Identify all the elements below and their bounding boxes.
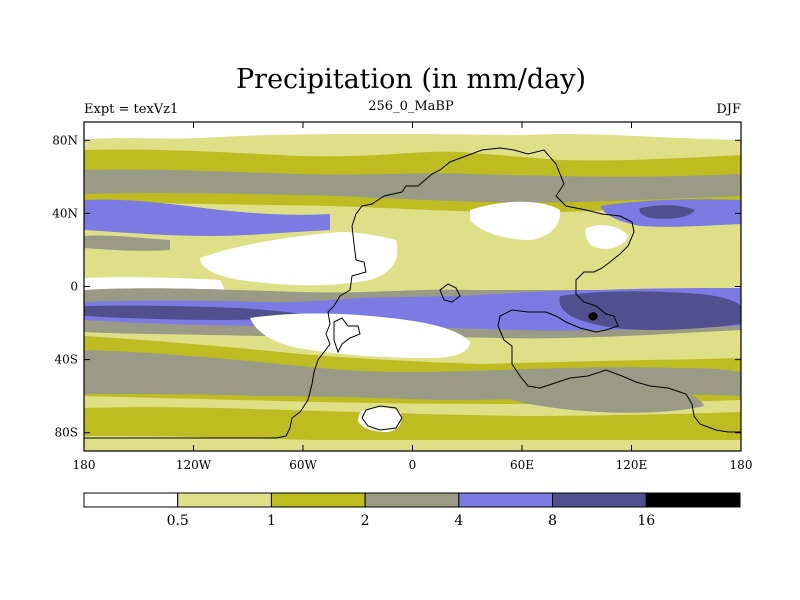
lat-tick-label: 40N (52, 206, 78, 220)
plot-title: Precipitation (in mm/day) (236, 64, 586, 95)
lat-tick-label: 40S (55, 353, 79, 367)
north-storm-track-west (84, 199, 330, 236)
lon-tick-label: 180 (730, 458, 753, 472)
antarctic-outline (361, 405, 403, 431)
continent-outline-west (84, 225, 367, 439)
colorbar-swatch (83, 492, 179, 508)
asia-dry-zone (470, 201, 561, 240)
colorbar-swatch (364, 492, 460, 508)
itcz-core-west (84, 305, 300, 320)
east-asia-dry-patch (585, 225, 628, 249)
lat-tick-label: 80N (52, 133, 78, 147)
experiment-label: Expt = texVz1 (84, 102, 178, 117)
colorbar-swatch (177, 492, 272, 508)
latitude-axis: 80N 40N 0 40S 80S (52, 133, 741, 440)
lon-tick-label: 120W (176, 458, 212, 472)
colorbar: 0.5 1 2 4 8 16 (83, 492, 741, 529)
continent-outline-east (351, 147, 741, 433)
southern-ocean-gray-patch (489, 379, 704, 413)
lon-tick-label: 60W (289, 458, 317, 472)
time-label: 256_0_MaBP (368, 99, 454, 114)
far-south-olive-band (84, 407, 741, 444)
colorbar-swatch (270, 492, 366, 508)
north-subtropical-dry-zone (200, 232, 398, 286)
north-gray-patch (84, 235, 170, 251)
max-precip-spot (588, 312, 598, 321)
colorbar-swatch (552, 492, 647, 508)
colorbar-label: 0.5 (167, 513, 189, 529)
lat-tick-label: 80S (55, 426, 79, 440)
colorbar-label: 4 (454, 513, 463, 529)
colorbar-swatch (645, 492, 741, 508)
itcz-core-east (559, 291, 741, 330)
lon-tick-label: 180 (73, 458, 96, 472)
lon-tick-label: 120E (616, 458, 648, 472)
south-subtropical-dry-zone (250, 313, 470, 358)
precipitation-field (84, 122, 741, 451)
arctic-dry-band (84, 122, 741, 140)
lon-tick-label: 60E (510, 458, 534, 472)
equatorial-island-outline (439, 283, 461, 303)
colorbar-label: 16 (637, 513, 655, 529)
colorbar-label: 2 (361, 513, 370, 529)
colorbar-label: 1 (267, 513, 276, 529)
colorbar-label: 8 (548, 513, 557, 529)
north-storm-core (639, 205, 695, 219)
lon-tick-label: 0 (409, 458, 417, 472)
lat-tick-label: 0 (70, 280, 78, 294)
longitude-axis: 180 120W 60W 0 60E 120E 180 (73, 122, 753, 472)
inland-basin-outline (333, 317, 361, 354)
season-label: DJF (716, 102, 741, 117)
colorbar-swatch (458, 492, 554, 508)
